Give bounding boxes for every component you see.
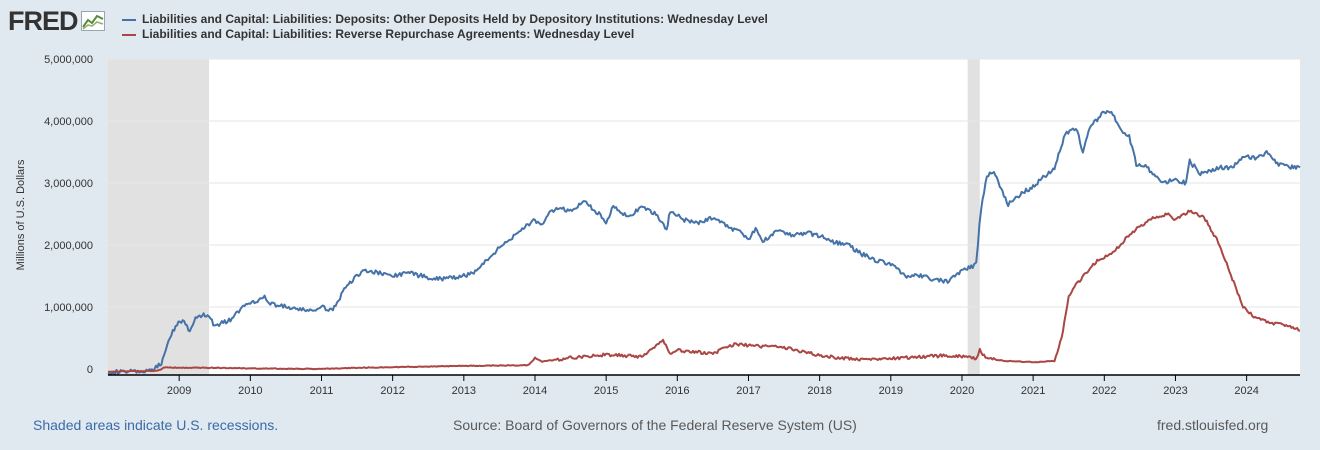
x-tick-label: 2012 [380,385,404,397]
x-tick-label: 2015 [594,385,618,397]
y-tick-label: 3,000,000 [44,178,93,190]
y-tick-label: 1,000,000 [44,302,93,314]
x-tick-label: 2020 [950,385,974,397]
x-tick-label: 2024 [1234,385,1258,397]
legend-item-other-deposits[interactable]: Liabilities and Capital: Liabilities: De… [122,12,768,27]
legend-swatch-red [122,33,136,36]
source-text: Source: Board of Governors of the Federa… [453,417,857,433]
x-tick-label: 2014 [523,385,547,397]
x-tick-label: 2010 [238,385,262,397]
legend-item-reverse-repo[interactable]: Liabilities and Capital: Liabilities: Re… [122,27,768,42]
x-tick-label: 2019 [879,385,903,397]
series-line-reverse-repo [107,209,1301,373]
legend-label-other-deposits: Liabilities and Capital: Liabilities: De… [142,12,768,26]
logo-text: FRED [8,6,78,36]
x-tick-label: 2018 [807,385,831,397]
recession-note[interactable]: Shaded areas indicate U.S. recessions. [33,417,279,433]
graph-icon [80,11,105,31]
recession-band-2 [967,59,980,375]
plot-area [108,59,1300,375]
fred-logo[interactable]: FRED [8,6,105,36]
y-tick-label: 2,000,000 [44,240,93,252]
x-tick-label: 2017 [736,385,760,397]
site-link[interactable]: fred.stlouisfed.org [1157,417,1269,433]
x-tick-label: 2011 [310,385,334,397]
x-tick-label: 2022 [1092,385,1116,397]
x-tick-label: 2023 [1163,385,1187,397]
legend-swatch-blue [122,18,136,21]
chart-legend: Liabilities and Capital: Liabilities: De… [122,12,768,42]
y-tick-label: 0 [87,364,93,376]
y-tick-label: 4,000,000 [44,116,93,128]
legend-label-reverse-repo: Liabilities and Capital: Liabilities: Re… [142,27,635,41]
y-tick-label: 5,000,000 [44,54,93,66]
series-line-other-deposits [107,110,1301,376]
x-tick-label: 2009 [167,385,191,397]
x-tick-label: 2013 [452,385,476,397]
x-tick-label: 2021 [1021,385,1045,397]
x-tick-label: 2016 [665,385,689,397]
recession-band-1 [108,59,210,375]
